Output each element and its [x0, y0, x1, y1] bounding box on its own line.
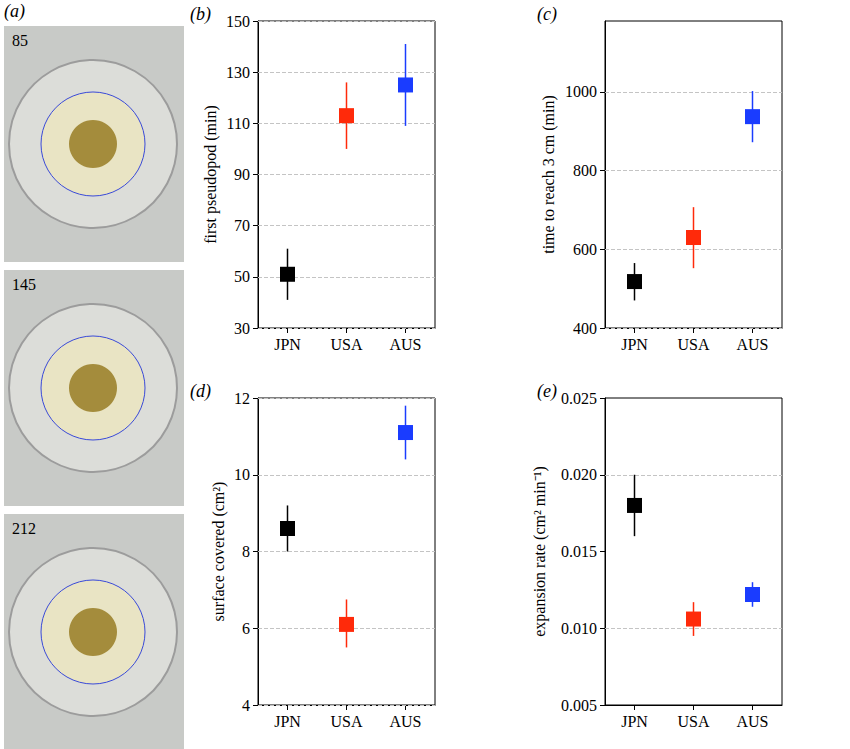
- svg-text:1000: 1000: [565, 83, 597, 100]
- svg-text:50: 50: [234, 268, 250, 285]
- svg-text:130: 130: [226, 64, 250, 81]
- svg-text:30: 30: [234, 320, 250, 337]
- svg-text:110: 110: [227, 115, 250, 132]
- svg-text:AUS: AUS: [389, 713, 421, 730]
- svg-text:800: 800: [573, 162, 597, 179]
- svg-text:JPN: JPN: [274, 713, 301, 730]
- svg-text:JPN: JPN: [274, 336, 301, 353]
- svg-text:USA: USA: [677, 713, 709, 730]
- svg-text:USA: USA: [330, 713, 362, 730]
- svg-text:70: 70: [234, 217, 250, 234]
- svg-text:0.025: 0.025: [561, 390, 597, 407]
- svg-text:first pseudopod (min): first pseudopod (min): [202, 105, 220, 244]
- svg-text:400: 400: [573, 320, 597, 337]
- svg-text:12: 12: [234, 390, 250, 407]
- svg-text:600: 600: [573, 241, 597, 258]
- svg-text:USA: USA: [677, 336, 709, 353]
- svg-text:expansion rate (cm² min⁻¹): expansion rate (cm² min⁻¹): [531, 466, 549, 637]
- svg-text:(b): (b): [190, 4, 211, 25]
- svg-text:JPN: JPN: [621, 713, 648, 730]
- svg-text:90: 90: [234, 166, 250, 183]
- svg-text:AUS: AUS: [389, 336, 421, 353]
- svg-text:(e): (e): [537, 381, 557, 402]
- svg-text:85: 85: [12, 32, 28, 49]
- svg-text:0.010: 0.010: [561, 620, 597, 637]
- svg-text:surface covered (cm²): surface covered (cm²): [210, 482, 228, 622]
- svg-text:10: 10: [234, 466, 250, 483]
- svg-text:AUS: AUS: [736, 336, 768, 353]
- svg-text:(a): (a): [4, 1, 25, 22]
- svg-text:6: 6: [242, 620, 250, 637]
- svg-text:0.005: 0.005: [561, 697, 597, 714]
- svg-text:212: 212: [12, 520, 36, 537]
- svg-text:(d): (d): [190, 381, 211, 402]
- svg-text:145: 145: [12, 276, 36, 293]
- svg-text:JPN: JPN: [621, 336, 648, 353]
- svg-text:time to reach 3 cm (min): time to reach 3 cm (min): [540, 95, 558, 254]
- svg-text:AUS: AUS: [736, 713, 768, 730]
- svg-text:150: 150: [226, 13, 250, 30]
- svg-text:4: 4: [242, 697, 250, 714]
- svg-text:0.015: 0.015: [561, 543, 597, 560]
- svg-text:(c): (c): [537, 4, 557, 25]
- svg-text:0.020: 0.020: [561, 466, 597, 483]
- svg-text:8: 8: [242, 543, 250, 560]
- svg-text:USA: USA: [330, 336, 362, 353]
